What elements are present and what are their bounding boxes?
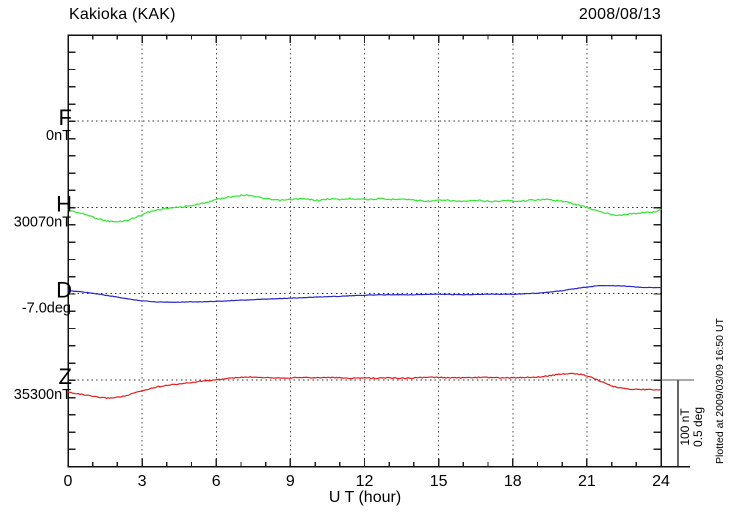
x-tick-label-15: 15	[430, 473, 448, 490]
plot-border	[67, 34, 662, 468]
x-tick-label-6: 6	[212, 473, 221, 490]
trace-H	[67, 193, 662, 223]
rotated-annotations: 100 nT 0.5 deg Plotted at 2009/03/09 16:50…	[678, 317, 726, 464]
channel-traces	[67, 193, 662, 400]
axis-ticks	[67, 35, 662, 467]
channel-letter-Z: Z	[59, 364, 72, 389]
plot-frame	[67, 34, 662, 468]
x-tick-label-0: 0	[64, 473, 73, 490]
trace-D	[67, 284, 662, 303]
baseline-dotted-lines	[68, 120, 661, 381]
channel-baseline-label-D: -7.0deg	[22, 301, 71, 317]
x-axis-tick-labels: 0 3 6 9 12 15 18 21 24	[64, 473, 670, 490]
date-label: 2008/08/13	[578, 6, 661, 23]
x-tick-label-9: 9	[286, 473, 295, 490]
x-axis-title: U T (hour)	[329, 489, 401, 506]
amplitude-scale-bar	[661, 379, 694, 468]
observatory-title: Kakioka (KAK)	[69, 6, 176, 23]
channel-letter-F: F	[59, 105, 72, 130]
x-tick-label-18: 18	[504, 473, 522, 490]
plotted-at-label: Plotted at 2009/03/09 16:50 UT	[714, 317, 726, 464]
channel-letter-H: H	[56, 191, 72, 216]
x-tick-label-12: 12	[356, 473, 374, 490]
scale-label-nt: 100 nT	[678, 408, 692, 446]
channel-baseline-label-F: 0nT	[46, 128, 71, 144]
x-tick-label-24: 24	[652, 473, 670, 490]
trace-Z	[67, 372, 662, 400]
x-tick-label-21: 21	[578, 473, 596, 490]
channel-letter-D: D	[56, 278, 72, 303]
channel-baseline-label-Z: 35300nT	[14, 387, 71, 403]
vertical-gridlines	[141, 35, 588, 467]
channel-baseline-label-H: 30070nT	[14, 214, 71, 230]
x-tick-label-3: 3	[138, 473, 147, 490]
scale-label-deg: 0.5 deg	[691, 407, 705, 447]
